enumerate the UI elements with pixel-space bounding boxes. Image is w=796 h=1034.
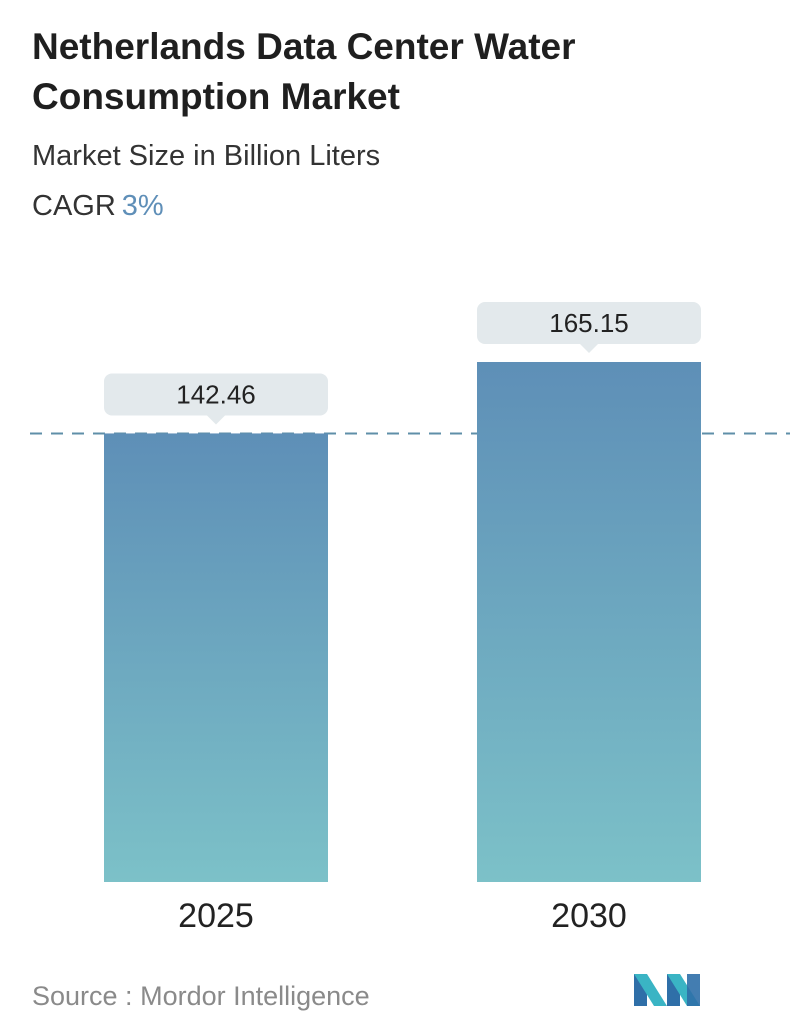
chart-title: Netherlands Data Center Water Consumptio…	[32, 26, 576, 117]
bar-2030	[477, 362, 701, 882]
mordor-intelligence-logo-icon	[634, 974, 700, 1006]
value-label-pointer-2030	[580, 344, 598, 353]
value-label-bubble-2025	[104, 373, 328, 416]
cagr-value: 3%	[121, 190, 164, 222]
value-label-2025: 142.46	[176, 379, 256, 409]
value-label-pointer-2025	[207, 415, 225, 425]
x-tick-label-2030: 2030	[551, 897, 627, 935]
value-label-2030: 165.15	[549, 308, 629, 338]
bar-2025	[104, 433, 328, 882]
bar-chart: 142.46 2025 165.15 2030	[30, 302, 790, 935]
chart-subtitle: Market Size in Billion Liters	[32, 140, 381, 172]
bars-layer: 142.46 2025 165.15 2030	[104, 302, 701, 935]
x-tick-label-2025: 2025	[178, 897, 254, 935]
source-label: Source :	[32, 981, 133, 1011]
value-label-bubble-2030	[477, 302, 701, 344]
source-name: Mordor Intelligence	[140, 981, 370, 1011]
cagr-label: CAGR	[32, 190, 116, 222]
cagr-line: CAGR 3%	[32, 186, 164, 226]
source-line: Source : Mordor Intelligence	[32, 976, 370, 1016]
